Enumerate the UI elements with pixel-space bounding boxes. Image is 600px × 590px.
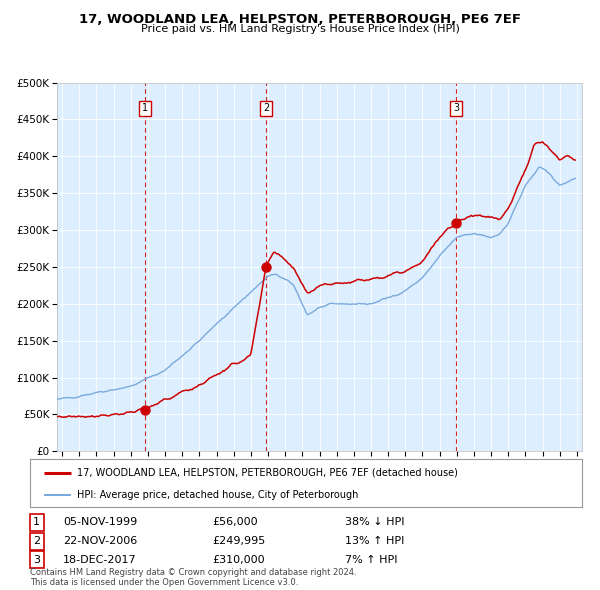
Text: 3: 3: [453, 103, 459, 113]
Text: £249,995: £249,995: [212, 536, 265, 546]
Text: 17, WOODLAND LEA, HELPSTON, PETERBOROUGH, PE6 7EF: 17, WOODLAND LEA, HELPSTON, PETERBOROUGH…: [79, 13, 521, 26]
Text: £310,000: £310,000: [212, 555, 265, 565]
Text: 38% ↓ HPI: 38% ↓ HPI: [344, 517, 404, 527]
Text: 13% ↑ HPI: 13% ↑ HPI: [344, 536, 404, 546]
Text: 2: 2: [33, 536, 40, 546]
Text: 2: 2: [263, 103, 269, 113]
Text: 05-NOV-1999: 05-NOV-1999: [63, 517, 137, 527]
Text: 1: 1: [142, 103, 148, 113]
Text: 17, WOODLAND LEA, HELPSTON, PETERBOROUGH, PE6 7EF (detached house): 17, WOODLAND LEA, HELPSTON, PETERBOROUGH…: [77, 467, 458, 477]
Text: 3: 3: [33, 555, 40, 565]
Text: 22-NOV-2006: 22-NOV-2006: [63, 536, 137, 546]
Text: 1: 1: [33, 517, 40, 527]
Text: 18-DEC-2017: 18-DEC-2017: [63, 555, 137, 565]
Text: Contains HM Land Registry data © Crown copyright and database right 2024.: Contains HM Land Registry data © Crown c…: [30, 568, 356, 577]
Text: Price paid vs. HM Land Registry's House Price Index (HPI): Price paid vs. HM Land Registry's House …: [140, 24, 460, 34]
Text: This data is licensed under the Open Government Licence v3.0.: This data is licensed under the Open Gov…: [30, 578, 298, 587]
Text: £56,000: £56,000: [212, 517, 258, 527]
Text: HPI: Average price, detached house, City of Peterborough: HPI: Average price, detached house, City…: [77, 490, 358, 500]
Text: 7% ↑ HPI: 7% ↑ HPI: [344, 555, 397, 565]
